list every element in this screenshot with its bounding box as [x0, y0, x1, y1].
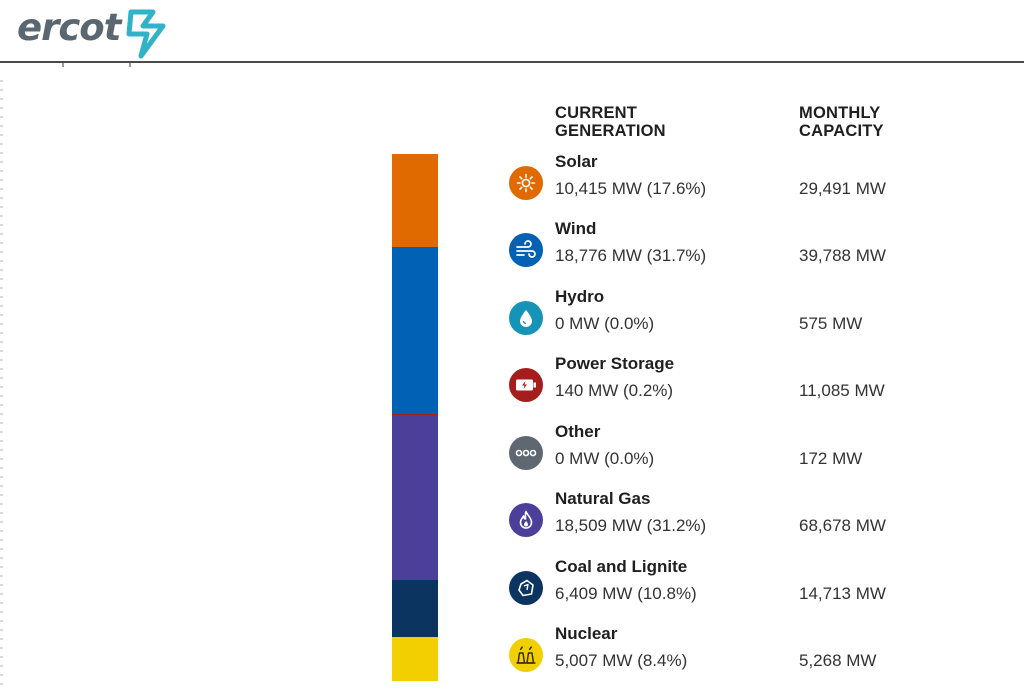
source-row-power-storage: Power Storage 140 MW (0.2%) 11,085 MW [0, 354, 1024, 423]
current-generation-value: 10,415 MW (17.6%) [555, 179, 707, 198]
current-generation-value: 5,007 MW (8.4%) [555, 651, 688, 670]
source-name: Other [555, 422, 601, 441]
current-generation-header: CURRENT GENERATION [555, 104, 666, 140]
site-header: ercot [0, 0, 1024, 67]
header-tick [129, 63, 131, 67]
bar-segment-nuclear[interactable] [392, 637, 438, 681]
monthly-capacity-value: 172 MW [799, 449, 863, 468]
source-name: Wind [555, 219, 597, 238]
current-generation-value: 6,409 MW (10.8%) [555, 584, 697, 603]
current-generation-value: 18,509 MW (31.2%) [555, 516, 707, 535]
monthly-capacity-value: 29,491 MW [799, 179, 886, 198]
bar-segment-wind[interactable] [392, 247, 438, 414]
wind-icon [509, 233, 543, 267]
current-generation-value: 0 MW (0.0%) [555, 314, 655, 333]
current-generation-value: 18,776 MW (31.7%) [555, 246, 707, 265]
bar-segment-coal-and-lignite[interactable] [392, 580, 438, 637]
source-row-natural-gas: Natural Gas 18,509 MW (31.2%) 68,678 MW [0, 489, 1024, 558]
monthly-capacity-value: 5,268 MW [799, 651, 877, 670]
nuclear-plant-icon [509, 638, 543, 672]
left-edge-border [0, 80, 3, 690]
source-name: Solar [555, 152, 598, 171]
generation-mix-bar [392, 154, 438, 681]
source-name: Natural Gas [555, 489, 651, 508]
current-generation-value: 0 MW (0.0%) [555, 449, 655, 468]
water-drop-icon [509, 301, 543, 335]
coal-icon [509, 571, 543, 605]
monthly-capacity-value: 11,085 MW [799, 381, 885, 400]
bolt-logo-icon [126, 9, 166, 59]
source-row-coal-and-lignite: Coal and Lignite 6,409 MW (10.8%) 14,713… [0, 557, 1024, 626]
source-name: Coal and Lignite [555, 557, 688, 576]
monthly-capacity-value: 14,713 MW [799, 584, 886, 603]
brand-name: ercot [17, 6, 121, 49]
dots-icon [509, 436, 543, 470]
flame-icon [509, 503, 543, 537]
source-row-solar: Solar 10,415 MW (17.6%) 29,491 MW [0, 152, 1024, 221]
source-row-hydro: Hydro 0 MW (0.0%) 575 MW [0, 287, 1024, 356]
header-tick [62, 63, 64, 67]
monthly-capacity-value: 575 MW [799, 314, 863, 333]
source-name: Nuclear [555, 624, 618, 643]
bar-segment-solar[interactable] [392, 154, 438, 247]
battery-icon [509, 368, 543, 402]
monthly-capacity-header: MONTHLY CAPACITY [799, 104, 884, 140]
source-row-wind: Wind 18,776 MW (31.7%) 39,788 MW [0, 219, 1024, 288]
current-generation-value: 140 MW (0.2%) [555, 381, 674, 400]
header-divider [0, 61, 1024, 63]
monthly-capacity-value: 39,788 MW [799, 246, 886, 265]
source-name: Hydro [555, 287, 605, 306]
ercot-logo[interactable]: ercot [17, 4, 166, 59]
source-row-nuclear: Nuclear 5,007 MW (8.4%) 5,268 MW [0, 624, 1024, 693]
source-name: Power Storage [555, 354, 675, 373]
source-row-other: Other 0 MW (0.0%) 172 MW [0, 422, 1024, 491]
sun-icon [509, 166, 543, 200]
bar-segment-natural-gas[interactable] [392, 415, 438, 580]
monthly-capacity-value: 68,678 MW [799, 516, 886, 535]
bar-segment-power-storage[interactable] [392, 414, 438, 415]
